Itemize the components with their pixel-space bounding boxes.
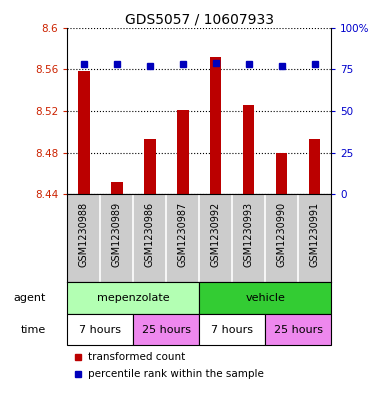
Bar [276, 152, 288, 195]
Bar [199, 314, 265, 345]
Bar [309, 139, 320, 195]
Text: GSM1230989: GSM1230989 [112, 201, 122, 266]
Text: vehicle: vehicle [245, 293, 285, 303]
Text: time: time [21, 325, 46, 334]
Text: GSM1230987: GSM1230987 [178, 201, 188, 266]
Text: agent: agent [13, 293, 46, 303]
Text: GSM1230990: GSM1230990 [277, 201, 287, 266]
Text: 25 hours: 25 hours [142, 325, 191, 334]
Bar [243, 105, 254, 195]
Bar [67, 282, 199, 314]
Text: GSM1230992: GSM1230992 [211, 201, 221, 266]
Text: GSM1230993: GSM1230993 [244, 201, 254, 266]
Text: percentile rank within the sample: percentile rank within the sample [89, 369, 264, 379]
Bar [78, 71, 90, 195]
Title: GDS5057 / 10607933: GDS5057 / 10607933 [125, 12, 274, 26]
Bar [67, 314, 133, 345]
Text: 7 hours: 7 hours [79, 325, 121, 334]
Bar [144, 139, 156, 195]
Bar [265, 314, 331, 345]
Text: 25 hours: 25 hours [274, 325, 323, 334]
Text: GSM1230988: GSM1230988 [79, 201, 89, 266]
Bar [111, 182, 122, 195]
Bar [199, 282, 331, 314]
Bar [133, 314, 199, 345]
Text: GSM1230991: GSM1230991 [310, 201, 320, 266]
Text: mepenzolate: mepenzolate [97, 293, 170, 303]
Text: GSM1230986: GSM1230986 [145, 201, 155, 266]
Text: transformed count: transformed count [89, 351, 186, 362]
Bar [210, 57, 221, 195]
Bar [177, 110, 189, 195]
Text: 7 hours: 7 hours [211, 325, 253, 334]
